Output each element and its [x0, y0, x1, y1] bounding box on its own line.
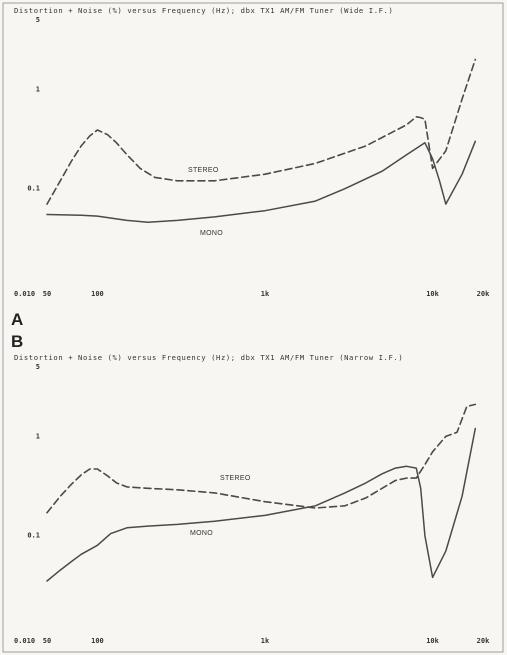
panel-a-series — [46, 58, 477, 223]
panel-a-y-tick-label: 0.010 — [14, 290, 35, 298]
panel-b-stereo-line — [46, 403, 477, 514]
panel-b-x-tick-label: 20k — [477, 637, 490, 645]
panel-b-letter: B — [11, 332, 23, 351]
panel-b-mono-line — [46, 427, 477, 582]
panel-a-y-ticks: 5 1 0.1 0.010 — [14, 16, 40, 298]
panel-a-x-tick-label: 20k — [477, 290, 490, 298]
panel-b-x-tick-label: 10k — [426, 637, 439, 645]
panel-b-x-tick-label: 50 — [43, 637, 51, 645]
panel-a-mono-label: MONO — [200, 230, 223, 237]
panel-a-stereo-line — [46, 58, 477, 205]
panel-a-y-tick-label: 0.1 — [27, 185, 40, 193]
panel-a-x-tick-label: 10k — [426, 290, 439, 298]
panel-b-x-ticks: 50 100 1k 10k 20k — [43, 637, 490, 645]
panel-b-mono-label: MONO — [190, 530, 213, 537]
panel-a-x-tick-label: 100 — [91, 290, 104, 298]
panel-b-y-tick-label: 1 — [36, 432, 40, 440]
panel-a-y-tick-label: 1 — [36, 85, 40, 93]
panel-a-x-ticks: 50 100 1k 10k 20k — [43, 290, 490, 298]
panel-b: B Distortion + Noise (%) versus Frequenc… — [11, 332, 490, 645]
panel-a: Distortion + Noise (%) versus Frequency … — [11, 6, 490, 329]
panel-b-x-tick-label: 100 — [91, 637, 104, 645]
panel-a-y-tick-label: 5 — [36, 16, 40, 24]
panel-a-mono-line — [46, 140, 477, 223]
panel-a-title: Distortion + Noise (%) versus Frequency … — [14, 6, 393, 15]
panel-a-letter: A — [11, 310, 23, 329]
panel-a-stereo-label: STEREO — [188, 167, 219, 174]
panel-b-series — [46, 403, 477, 582]
panel-b-y-tick-label: 5 — [36, 363, 40, 371]
panel-a-x-tick-label: 50 — [43, 290, 51, 298]
panel-a-x-tick-label: 1k — [261, 290, 270, 298]
panel-b-y-tick-label: 0.1 — [27, 532, 40, 540]
panel-b-x-tick-label: 1k — [261, 637, 270, 645]
panel-b-y-tick-label: 0.010 — [14, 637, 35, 645]
panel-b-stereo-label: STEREO — [220, 475, 251, 482]
panel-b-y-ticks: 5 1 0.1 0.010 — [14, 363, 40, 645]
panel-b-title: Distortion + Noise (%) versus Frequency … — [14, 353, 403, 362]
